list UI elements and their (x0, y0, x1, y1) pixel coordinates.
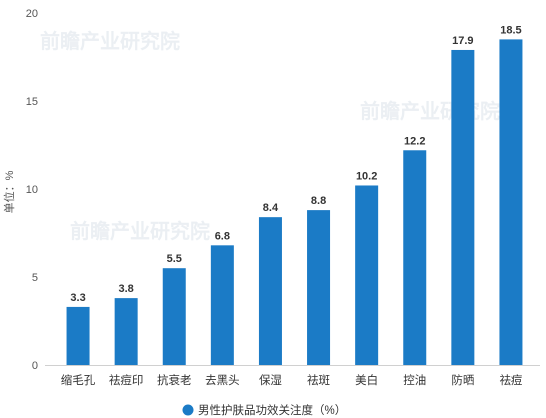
bar-value-label: 5.5 (167, 253, 182, 265)
bar (499, 39, 523, 366)
y-axis: 0 5 10 15 20 (26, 8, 38, 372)
bar (307, 210, 331, 365)
watermark-text: 前瞻产业研究院 (70, 219, 210, 243)
x-tick-label: 防晒 (451, 373, 474, 387)
legend: 男性护肤品功效关注度（%） (182, 403, 346, 417)
bar-value-label: 8.4 (263, 202, 279, 214)
y-tick-label: 20 (26, 8, 38, 20)
bar (162, 268, 186, 365)
bar (114, 298, 138, 365)
watermark-layer: 前瞻产业研究院 前瞻产业研究院 前瞻产业研究院 (40, 29, 500, 243)
x-tick-label: 抗衰老 (157, 373, 192, 387)
bar (210, 245, 234, 365)
x-tick-label: 缩毛孔 (61, 373, 96, 387)
bar (66, 306, 90, 365)
bar-series (66, 39, 523, 366)
y-axis-title: 单位：% (2, 170, 16, 213)
bar-value-label: 18.5 (500, 24, 521, 36)
bar-value-label: 3.8 (119, 283, 134, 295)
x-tick-label: 祛斑 (307, 373, 330, 387)
bar (403, 150, 427, 365)
bar (258, 217, 282, 365)
watermark-text: 前瞻产业研究院 (40, 29, 180, 53)
data-labels: 3.3 3.8 5.5 6.8 8.4 8.8 10.2 12.2 17.9 18.5 (70, 24, 521, 304)
legend-swatch (182, 404, 194, 416)
bar-value-label: 12.2 (404, 135, 425, 147)
x-tick-label: 祛痘印 (109, 373, 144, 387)
y-tick-label: 15 (26, 96, 38, 108)
bar-value-label: 10.2 (356, 170, 377, 182)
watermark-text: 前瞻产业研究院 (360, 99, 500, 123)
x-tick-label: 美白 (355, 373, 378, 387)
bar (451, 49, 475, 366)
x-tick-label: 去黑头 (205, 374, 240, 387)
bar-value-label: 6.8 (215, 230, 230, 242)
bar-value-label: 3.3 (70, 292, 85, 304)
bar-value-label: 8.8 (311, 195, 326, 207)
x-tick-label: 祛痘 (499, 373, 522, 387)
bar (355, 185, 379, 365)
y-tick-label: 5 (32, 272, 38, 284)
x-axis: 缩毛孔 祛痘印 抗衰老 去黑头 保湿 祛斑 美白 控油 防晒 祛痘 (61, 373, 523, 387)
y-tick-label: 0 (32, 360, 38, 372)
bar-value-label: 17.9 (452, 35, 473, 47)
x-tick-label: 保湿 (259, 373, 282, 387)
x-tick-label: 控油 (403, 373, 426, 387)
y-tick-label: 10 (26, 184, 38, 196)
legend-label: 男性护肤品功效关注度（%） (198, 403, 346, 417)
